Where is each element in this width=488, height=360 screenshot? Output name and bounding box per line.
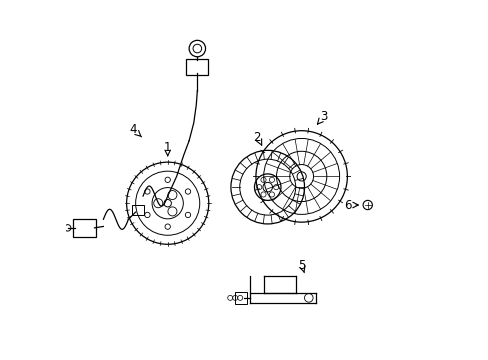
Text: 1: 1 xyxy=(163,141,171,154)
Text: 3: 3 xyxy=(320,110,327,123)
Text: 6: 6 xyxy=(344,198,351,212)
Text: 5: 5 xyxy=(297,258,305,271)
Text: 2: 2 xyxy=(253,131,260,144)
Text: 4: 4 xyxy=(129,123,137,136)
